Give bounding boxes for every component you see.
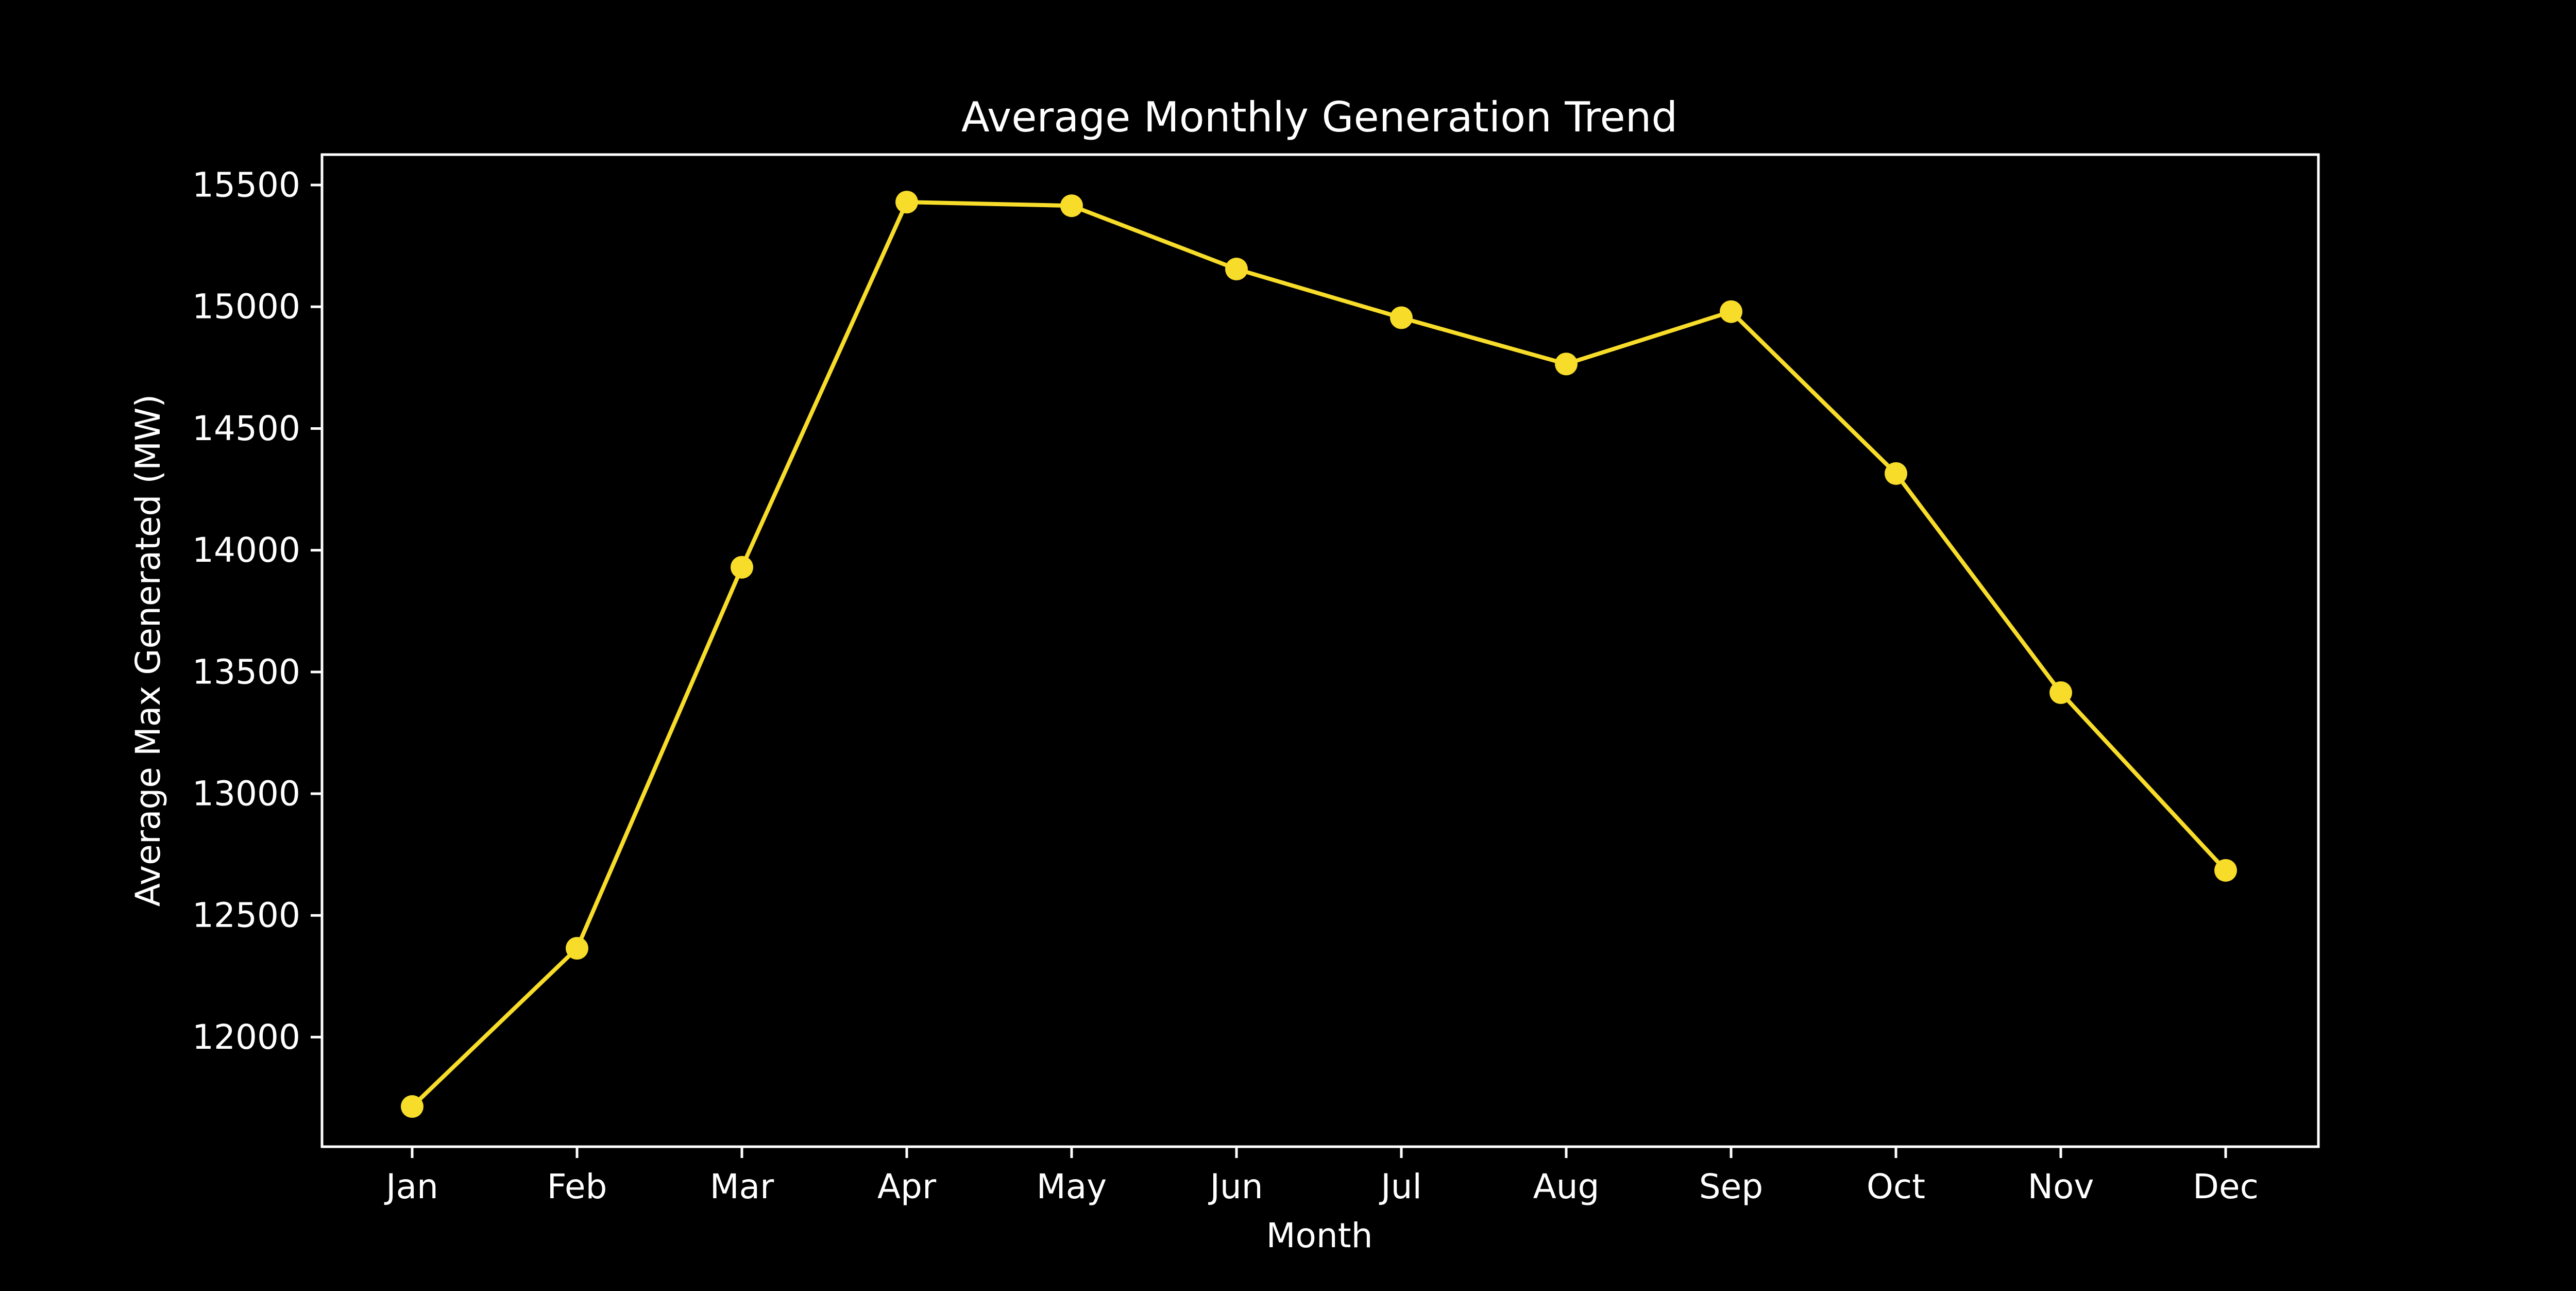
y-axis-label: Average Max Generated (MW) — [128, 394, 168, 907]
x-tick-label: Sep — [1699, 1167, 1763, 1206]
y-tick-label: 15500 — [192, 165, 300, 205]
x-tick-label: Jul — [1379, 1167, 1422, 1206]
data-point — [401, 1095, 423, 1118]
data-point — [1555, 353, 1578, 376]
y-tick-label: 14000 — [192, 530, 300, 570]
data-point — [1225, 258, 1248, 281]
data-point — [1390, 306, 1413, 329]
x-tick-label: May — [1037, 1167, 1107, 1206]
data-point — [1720, 300, 1742, 323]
data-point — [2214, 859, 2237, 882]
y-tick-label: 15000 — [192, 287, 300, 327]
series-line — [410, 200, 2228, 1109]
x-tick-label: Nov — [2028, 1167, 2094, 1206]
x-axis-label: Month — [1266, 1216, 1373, 1255]
data-point — [1060, 194, 1083, 217]
x-tick-label: Jun — [1208, 1167, 1263, 1206]
data-point — [566, 937, 588, 960]
data-point — [2049, 681, 2072, 704]
y-tick-label: 13500 — [192, 652, 300, 692]
x-tick-label: Mar — [710, 1167, 774, 1206]
y-tick-label: 12000 — [192, 1017, 300, 1057]
x-tick-label: Apr — [877, 1167, 937, 1206]
chart-title: Average Monthly Generation Trend — [961, 93, 1677, 141]
plot-area — [401, 191, 2237, 1118]
data-point — [895, 191, 918, 214]
x-tick-label: Jan — [384, 1167, 438, 1206]
data-point — [1885, 462, 1907, 485]
x-tick-label: Aug — [1533, 1167, 1600, 1206]
x-axis: Jan Feb Mar Apr May Jun Jul Aug Sep Oct Nov Dec — [384, 1147, 2259, 1206]
data-point — [731, 556, 753, 579]
y-tick-label: 12500 — [192, 896, 300, 935]
x-tick-label: Dec — [2193, 1167, 2259, 1206]
axes-frame — [320, 153, 2320, 1148]
y-tick-label: 14500 — [192, 409, 300, 448]
y-tick-label: 13000 — [192, 774, 300, 814]
x-tick-label: Oct — [1867, 1167, 1925, 1206]
y-axis: 12000 12500 13000 13500 14000 14500 15000 15500 — [192, 165, 322, 1057]
x-tick-label: Feb — [547, 1167, 607, 1206]
